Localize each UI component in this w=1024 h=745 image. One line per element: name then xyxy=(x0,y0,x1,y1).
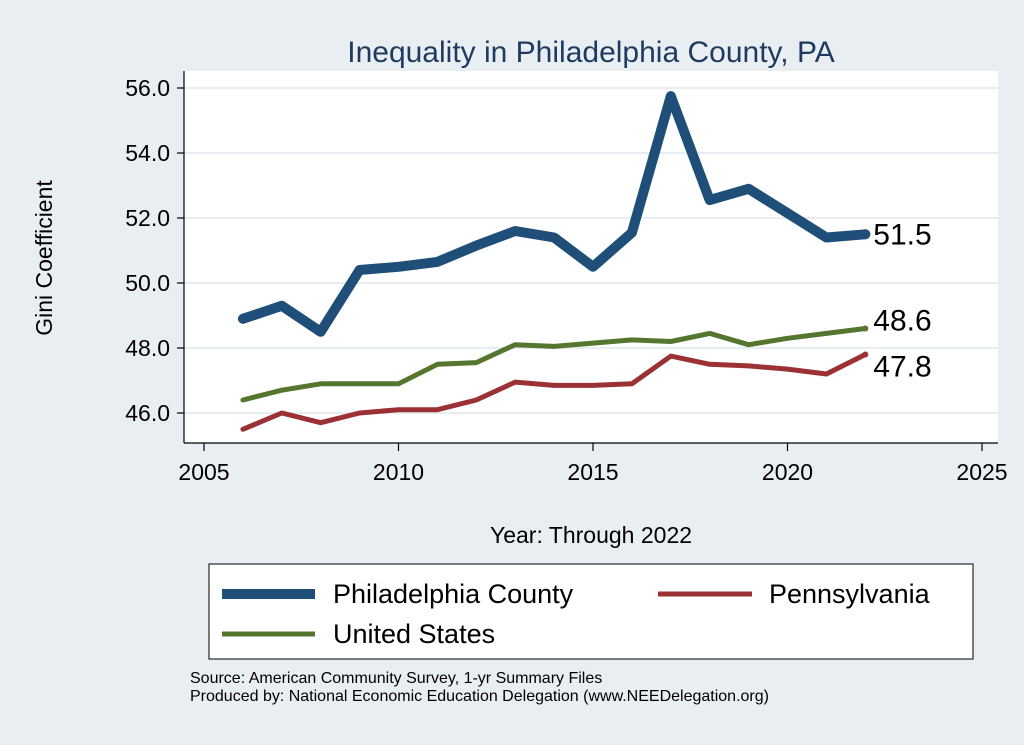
grid-lines xyxy=(184,87,998,414)
produced-by-line: Produced by: National Economic Education… xyxy=(190,688,769,705)
end-value-label: 48.6 xyxy=(873,305,931,338)
series-end-point xyxy=(860,229,871,240)
series-end-point xyxy=(862,351,869,358)
series-line-pennsylvania xyxy=(240,352,868,432)
x-axis-title: Year: Through 2022 xyxy=(490,522,692,548)
series-line-united-states xyxy=(240,326,868,403)
source-line: Source: American Community Survey, 1-yr … xyxy=(190,670,603,687)
x-tick-label: 2025 xyxy=(956,459,1007,485)
source-note: Source: American Community Survey, 1-yr … xyxy=(190,670,769,706)
x-tick-label: 2005 xyxy=(178,459,229,485)
y-tick-label: 54.0 xyxy=(125,140,170,166)
legend-box xyxy=(208,563,974,660)
x-tick-label: 2015 xyxy=(567,459,618,485)
y-tick-label: 46.0 xyxy=(125,400,170,426)
x-tick-label: 2020 xyxy=(762,459,813,485)
axes: 46.0 48.0 50.0 52.0 54.0 56.0 2005 2010 2015 2020… xyxy=(125,71,1008,485)
legend-label: Pennsylvania xyxy=(769,579,931,609)
series-end-point xyxy=(862,325,869,332)
end-value-label: 47.8 xyxy=(873,351,931,384)
y-tick-label: 56.0 xyxy=(125,75,170,101)
y-tick-label: 48.0 xyxy=(125,335,170,361)
chart-title: Inequality in Philadelphia County, PA xyxy=(347,36,835,69)
legend-label: United States xyxy=(333,619,495,649)
x-tick-label: 2010 xyxy=(373,459,424,485)
end-value-label: 51.5 xyxy=(873,218,931,251)
end-labels: 51.5 47.8 48.6 xyxy=(873,218,931,383)
y-axis-title: Gini Coefficient xyxy=(31,180,57,336)
plot-area xyxy=(184,71,998,443)
y-tick-label: 50.0 xyxy=(125,270,170,296)
legend: Philadelphia County Pennsylvania United St… xyxy=(208,563,974,660)
y-tick-label: 52.0 xyxy=(125,205,170,231)
series-lines xyxy=(237,91,871,432)
legend-label: Philadelphia County xyxy=(333,579,574,609)
series-line-philadelphia-county xyxy=(237,91,871,337)
